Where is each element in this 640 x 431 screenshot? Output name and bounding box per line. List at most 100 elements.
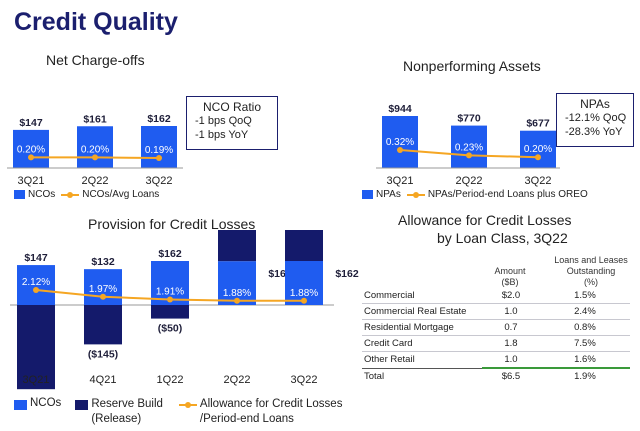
nco-tick-label: 3Q21 [18,175,45,187]
allowance-amount-cell: 0.7 [482,319,540,336]
npa-tick-label: 3Q22 [525,175,552,187]
nco-ratio-yoy: -1 bps YoY [195,129,249,141]
npa-box-qoq: -12.1% QoQ [565,112,627,124]
npa-legend: NPAs NPAs/Period-end Loans plus OREO [362,189,588,200]
allowance-header-amount: Amount ($B) [482,266,538,288]
provision-chart: ($310)$1473Q212.12%($145)$1324Q211.97%($… [10,230,359,390]
provision-release-label: ($145) [88,348,118,360]
allowance-amount-cell: $2.0 [501,290,521,301]
npa-legend-swatch [362,190,373,199]
provision-release-label: ($50) [158,323,183,335]
provision-tick-label: 4Q21 [90,374,117,386]
allowance-class-cell: Credit Card [362,335,483,352]
npa-tick-label: 3Q21 [387,175,414,187]
provision-legend-allowance-1: Allowance for Credit Losses [199,398,343,410]
provision-nco-bar [17,265,55,305]
npa-rate-label: 0.32% [386,137,414,148]
provision-acl-point [167,296,173,303]
nco-ratio-qoq: -1 bps QoQ [195,115,252,127]
provision-nco-bar [285,261,323,305]
npa-box: NPAs -12.1% QoQ -28.3% YoY [556,93,634,147]
provision-nco-label: $147 [24,252,48,264]
provision-acl-point [100,293,106,300]
nco-tick-label: 2Q22 [82,175,109,187]
allowance-class-cell: Commercial [364,290,415,301]
provision-legend-allowance-2: /Period-end Loans [199,413,294,425]
provision-acl-label: 1.97% [89,284,117,295]
nco-bar [13,129,49,168]
allowance-subtitle-1: Allowance for Credit Losses [398,212,572,228]
npa-bar-label: $944 [388,103,412,115]
allowance-pct-cell: 0.8% [539,319,630,336]
allowance-row: Credit Card 1.8 7.5% [362,335,630,352]
provision-nco-label: $132 [91,256,115,268]
provision-acl-label: 1.88% [290,288,318,299]
nco-bar-label: $147 [19,117,43,129]
allowance-pct-cell: 7.5% [539,335,630,352]
allowance-row: Other Retail 1.0 1.6% [362,351,630,369]
allowance-row: Commercial $2.0 1.5% [362,288,630,304]
allowance-class-cell: Commercial Real Estate [362,303,483,320]
allowance-total-row: Total $6.5 1.9% [362,367,630,384]
npa-rate-point [397,147,403,153]
provision-acl-label: 1.88% [223,288,251,299]
npa-bar [451,125,487,168]
allowance-header-loans-2: Outstanding [566,266,616,276]
provision-nco-label: $162 [335,268,359,280]
allowance-header-amount-2: ($B) [501,277,519,287]
allowance-header-loans: Loans and Leases Outstanding (%) [546,255,636,288]
nco-ratio-heading: NCO Ratio [202,100,261,114]
nco-rate-point [156,155,162,161]
npa-bar-label: $770 [457,113,481,125]
provision-tick-label: 1Q22 [157,374,184,386]
npa-legend-line-swatch [406,191,425,198]
provision-nco-label: $162 [158,248,182,260]
provision-legend-allowance: Allowance for Credit Losses /Period-end … [200,397,343,427]
provision-release-bar [151,305,189,319]
provision-acl-label: 1.91% [156,286,184,297]
allowance-row: Residential Mortgage 0.7 0.8% [362,319,630,336]
provision-reserve-bar [285,230,323,261]
allowance-pct-cell: 1.9% [539,367,630,384]
provision-release-bar [17,305,55,390]
provision-tick-label: 3Q22 [291,374,318,386]
allowance-subtitle-2: by Loan Class, 3Q22 [437,230,568,246]
npa-bar [520,130,556,168]
provision-subtitle: Provision for Credit Losses [88,216,256,232]
allowance-amount-cell: 1.0 [482,303,540,320]
allowance-header-loans-3: (%) [584,277,598,287]
provision-reserve-bar [218,230,256,262]
provision-legend-nco-swatch [14,400,27,410]
provision-acl-point [234,297,240,304]
nco-legend-line-swatch [61,191,80,198]
npa-bar-label: $677 [526,118,550,130]
provision-acl-point [301,297,307,304]
nco-legend: NCOs NCOs/Avg Loans [14,189,159,200]
allowance-amount-cell: 1.0 [482,351,540,369]
nco-rate-label: 0.19% [145,145,173,156]
nco-bar-label: $161 [83,113,107,125]
allowance-class-cell: Residential Mortgage [362,319,483,336]
provision-legend-line-swatch [178,402,197,408]
nco-bar [77,126,113,168]
nco-chart: $147 3Q21 0.20% $161 2Q22 0.20% $162 3Q22 0.19% [7,113,183,187]
nco-subtitle: Net Charge-offs [46,52,145,68]
allowance-amount-cell: 1.8 [482,335,540,352]
nco-rate-point [28,154,34,161]
nco-legend-ncos: NCOs [28,189,56,200]
npa-subtitle: Nonperforming Assets [403,58,541,74]
npa-box-heading: NPAs [580,97,610,111]
npa-legend-ratio: NPAs/Period-end Loans plus OREO [427,189,588,200]
provision-release-bar [84,305,122,345]
allowance-row: Commercial Real Estate 1.0 2.4% [362,303,630,320]
nco-bar-label: $162 [147,113,171,125]
nco-tick-label: 3Q22 [146,175,173,187]
nco-rate-label: 0.20% [17,144,45,155]
allowance-class-cell: Total [362,367,483,384]
provision-legend-reserve-swatch [75,400,89,410]
provision-nco-bar [218,261,256,305]
provision-tick-label: 2Q22 [224,374,251,386]
provision-acl-label: 2.12% [22,277,50,288]
allowance-table: Commercial $2.0 1.5% Commercial Real Estate… [362,288,630,384]
npa-tick-label: 2Q22 [456,175,483,187]
